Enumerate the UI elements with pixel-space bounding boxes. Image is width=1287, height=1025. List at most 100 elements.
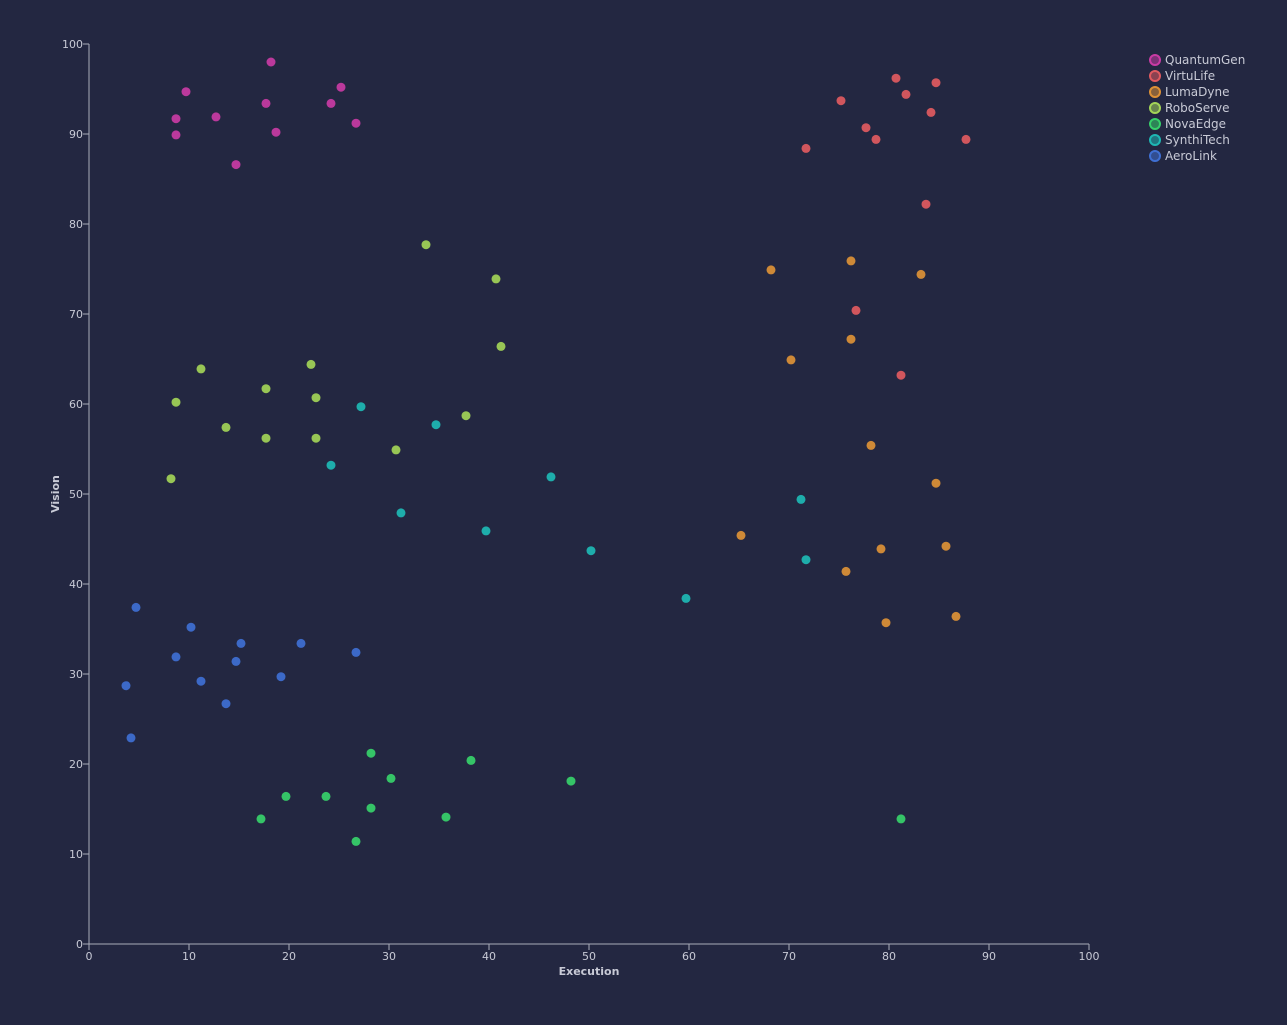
data-point[interactable] [801,555,811,565]
data-point[interactable] [366,748,376,758]
data-point[interactable] [861,123,871,133]
y-tick-label: 90 [69,128,83,141]
data-point[interactable] [326,460,336,470]
data-point[interactable] [281,791,291,801]
data-point[interactable] [121,681,131,691]
data-point[interactable] [336,82,346,92]
data-point[interactable] [326,98,336,108]
data-point[interactable] [891,73,901,83]
data-point[interactable] [931,478,941,488]
data-point[interactable] [766,265,776,275]
data-point[interactable] [171,652,181,662]
data-point[interactable] [171,397,181,407]
data-point[interactable] [276,672,286,682]
data-point[interactable] [481,526,491,536]
data-point[interactable] [876,544,886,554]
data-point[interactable] [386,773,396,783]
data-point[interactable] [126,733,136,743]
legend-item[interactable]: LumaDyne [1149,85,1229,99]
legend-item[interactable]: RoboServe [1149,101,1230,115]
data-point[interactable] [951,611,961,621]
data-point[interactable] [421,240,431,250]
data-point[interactable] [846,334,856,344]
y-tick-label: 80 [69,218,83,231]
data-point[interactable] [311,393,321,403]
data-point[interactable] [356,402,366,412]
data-point[interactable] [836,96,846,106]
data-point[interactable] [231,160,241,170]
data-point[interactable] [926,107,936,117]
legend-item[interactable]: QuantumGen [1149,53,1245,67]
data-point[interactable] [186,622,196,632]
data-point[interactable] [366,803,376,813]
data-point[interactable] [261,433,271,443]
data-point[interactable] [431,420,441,430]
data-point[interactable] [491,274,501,284]
data-point[interactable] [941,541,951,551]
data-point[interactable] [321,791,331,801]
legend-item[interactable]: AeroLink [1149,149,1217,163]
data-point[interactable] [236,638,246,648]
data-point[interactable] [256,814,266,824]
data-point[interactable] [166,474,176,484]
data-point[interactable] [681,593,691,603]
data-point[interactable] [196,676,206,686]
legend-swatch [1149,150,1161,162]
data-point[interactable] [296,638,306,648]
data-point[interactable] [846,256,856,266]
x-tick-label: 10 [182,950,196,963]
data-point[interactable] [181,87,191,97]
data-point[interactable] [796,494,806,504]
data-point[interactable] [351,647,361,657]
data-point[interactable] [231,656,241,666]
data-point[interactable] [871,134,881,144]
data-point[interactable] [351,118,361,128]
legend-item[interactable]: NovaEdge [1149,117,1226,131]
data-point[interactable] [271,127,281,137]
data-point[interactable] [261,98,271,108]
legend-item[interactable]: SynthiTech [1149,133,1230,147]
data-point[interactable] [171,130,181,140]
data-point[interactable] [841,566,851,576]
data-point[interactable] [211,112,221,122]
data-point[interactable] [566,776,576,786]
x-axis-title: Execution [559,965,620,978]
data-point[interactable] [311,433,321,443]
data-point[interactable] [896,370,906,380]
data-point[interactable] [131,602,141,612]
data-point[interactable] [736,530,746,540]
data-point[interactable] [466,755,476,765]
data-point[interactable] [496,341,506,351]
data-point[interactable] [171,114,181,124]
legend-item[interactable]: VirtuLife [1149,69,1215,83]
data-point[interactable] [586,546,596,556]
data-point[interactable] [196,364,206,374]
data-point[interactable] [931,78,941,88]
data-point[interactable] [916,269,926,279]
data-point[interactable] [266,57,276,67]
data-point[interactable] [881,618,891,628]
data-point[interactable] [961,134,971,144]
data-point[interactable] [851,305,861,315]
data-point[interactable] [546,472,556,482]
data-point[interactable] [396,508,406,518]
data-point[interactable] [221,699,231,709]
data-point[interactable] [801,143,811,153]
y-tick-label: 10 [69,848,83,861]
data-point[interactable] [896,814,906,824]
x-tick-label: 30 [382,950,396,963]
data-point[interactable] [786,355,796,365]
x-tick-label: 20 [282,950,296,963]
data-point[interactable] [441,812,451,822]
data-point[interactable] [921,199,931,209]
data-point[interactable] [306,359,316,369]
legend-label: RoboServe [1165,101,1230,115]
data-point[interactable] [901,89,911,99]
data-point[interactable] [261,384,271,394]
y-tick-label: 100 [62,38,83,51]
data-point[interactable] [391,445,401,455]
data-point[interactable] [866,440,876,450]
data-point[interactable] [351,836,361,846]
data-point[interactable] [221,422,231,432]
data-point[interactable] [461,411,471,421]
